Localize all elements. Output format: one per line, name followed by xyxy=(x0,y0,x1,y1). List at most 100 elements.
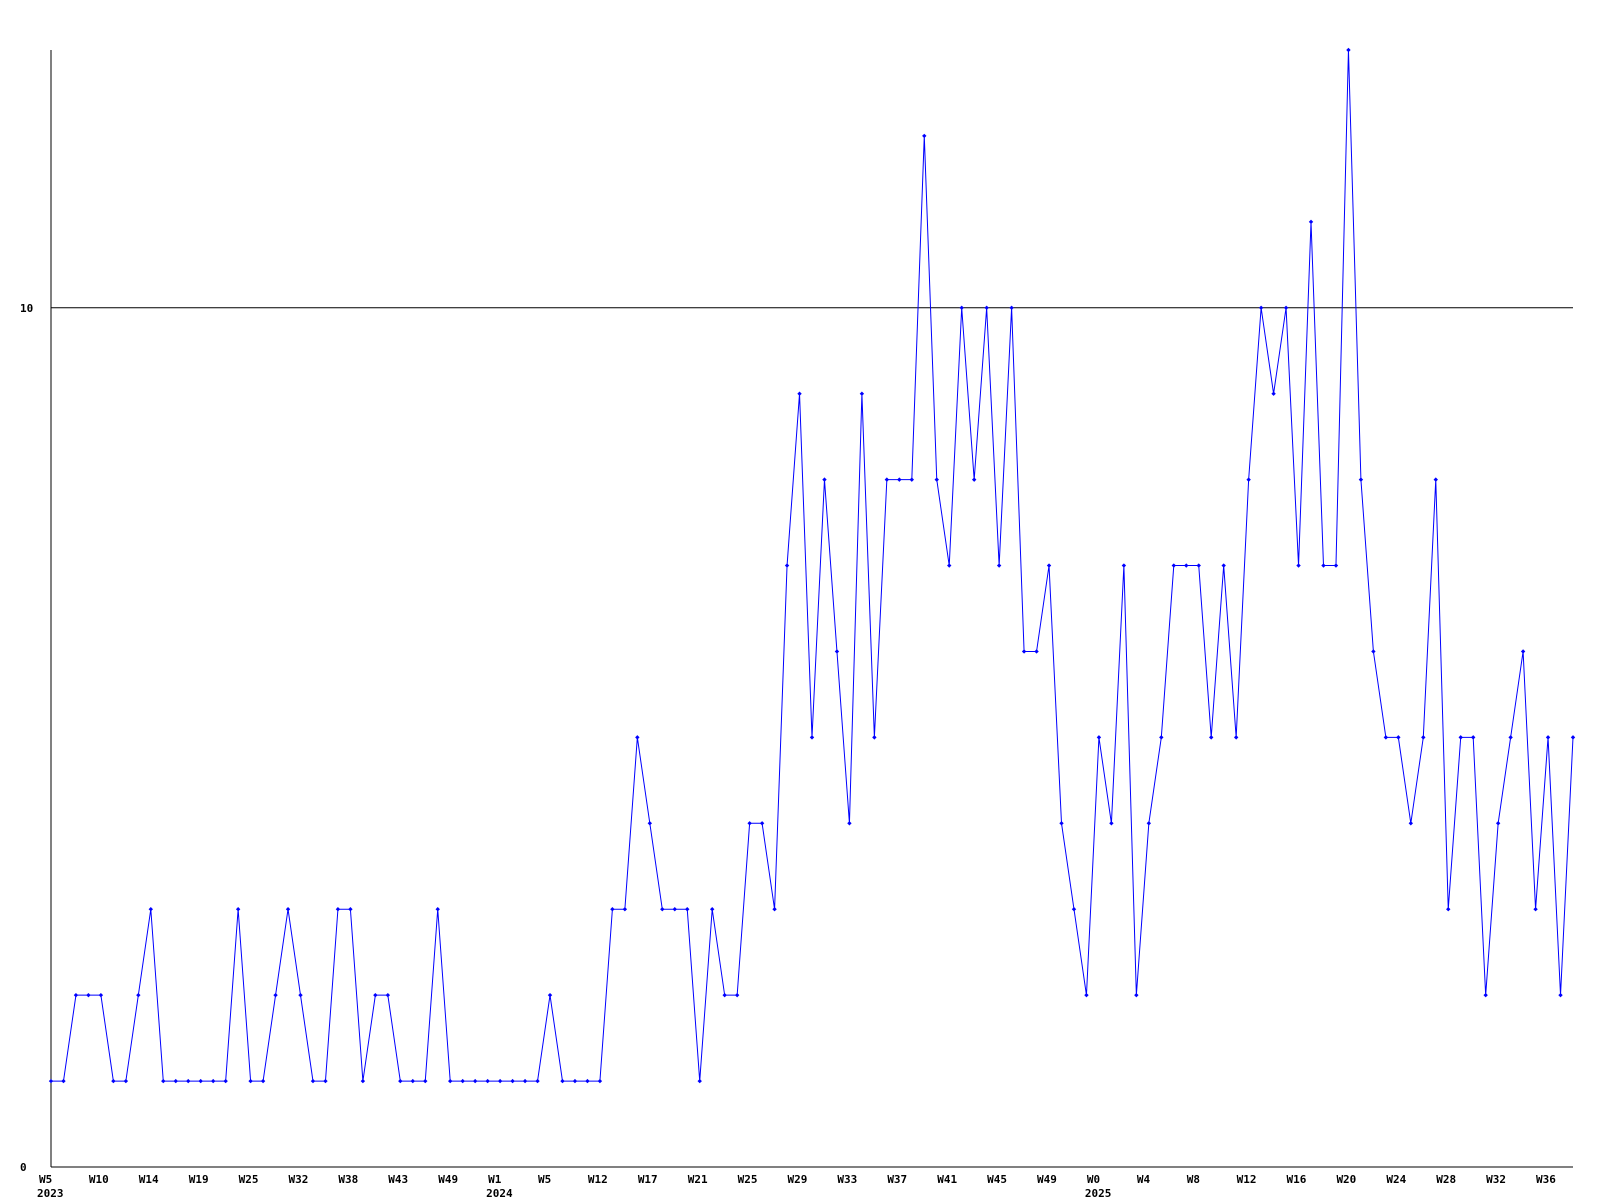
point xyxy=(1084,992,1089,998)
point xyxy=(1046,563,1052,568)
x-tick-label: W33 xyxy=(837,1173,857,1186)
point xyxy=(1545,735,1551,740)
point xyxy=(1071,907,1077,912)
x-tick-label: W20 xyxy=(1336,1173,1356,1186)
point xyxy=(1458,735,1463,740)
x-tick-label: W4 xyxy=(1137,1173,1151,1186)
x-tick-label: W24 xyxy=(1386,1173,1406,1186)
point xyxy=(1408,821,1414,826)
point xyxy=(1433,477,1438,482)
point xyxy=(522,1078,528,1084)
point xyxy=(223,1078,228,1084)
point xyxy=(1134,992,1139,998)
point xyxy=(472,1078,478,1084)
point xyxy=(161,1078,166,1084)
point xyxy=(1333,563,1339,568)
point xyxy=(1146,821,1152,826)
point xyxy=(73,992,79,998)
x-tick-label: W12 xyxy=(588,1173,608,1186)
point xyxy=(410,1078,415,1084)
point xyxy=(198,1078,203,1084)
x-tick-label: W5 2023 xyxy=(37,1173,64,1200)
x-tick-label: W28 xyxy=(1436,1173,1456,1186)
point xyxy=(273,992,278,998)
point xyxy=(1346,47,1351,53)
x-tick-label: W25 xyxy=(738,1173,758,1186)
x-tick-label: W12 xyxy=(1237,1173,1257,1186)
point xyxy=(1383,735,1389,740)
point xyxy=(1508,735,1513,740)
point xyxy=(1171,563,1176,568)
point xyxy=(1520,649,1526,654)
point xyxy=(1283,305,1289,310)
point xyxy=(597,1078,603,1084)
point xyxy=(1470,735,1476,740)
point xyxy=(1421,735,1426,740)
x-tick-label: W36 xyxy=(1536,1173,1556,1186)
x-tick-label: W32 xyxy=(289,1173,309,1186)
point xyxy=(847,821,852,826)
point xyxy=(1233,735,1239,740)
point xyxy=(1483,992,1488,998)
x-tick-label: W1 2024 xyxy=(486,1173,513,1200)
point xyxy=(1109,821,1114,826)
point xyxy=(959,305,964,310)
x-tick-label: W49 xyxy=(1037,1173,1057,1186)
point xyxy=(423,1078,428,1084)
point xyxy=(1446,907,1451,912)
point xyxy=(435,907,440,912)
point xyxy=(984,305,989,310)
point xyxy=(1533,907,1538,912)
point xyxy=(1371,649,1376,654)
x-tick-label: W19 xyxy=(189,1173,209,1186)
point xyxy=(485,1078,490,1084)
point xyxy=(310,1078,316,1084)
point xyxy=(747,821,752,826)
point xyxy=(1034,649,1039,654)
line xyxy=(51,49,1574,1082)
point xyxy=(884,477,890,482)
x-tick-label: W17 xyxy=(638,1173,658,1186)
point xyxy=(98,992,104,998)
point xyxy=(173,1078,178,1084)
point xyxy=(360,1078,366,1084)
x-tick-label: W38 xyxy=(338,1173,358,1186)
point xyxy=(148,907,154,912)
x-tick-label: W43 xyxy=(388,1173,408,1186)
point xyxy=(872,735,877,740)
point xyxy=(1258,305,1264,310)
point xyxy=(136,992,141,998)
point xyxy=(1059,821,1064,826)
point xyxy=(448,1078,453,1084)
x-tick-label: W29 xyxy=(788,1173,808,1186)
point xyxy=(1021,649,1027,654)
point xyxy=(398,1078,403,1084)
point xyxy=(784,563,790,568)
point xyxy=(61,1078,66,1084)
point xyxy=(822,477,827,482)
point xyxy=(323,1078,328,1084)
point xyxy=(697,1078,702,1084)
point xyxy=(971,477,977,482)
point xyxy=(510,1078,515,1084)
point xyxy=(1009,305,1014,310)
point xyxy=(1159,735,1164,740)
point xyxy=(734,992,740,998)
point xyxy=(909,477,915,482)
point xyxy=(996,563,1002,568)
x-tick-label: W45 xyxy=(987,1173,1007,1186)
point xyxy=(123,1078,129,1084)
point xyxy=(535,1078,540,1084)
x-tick-label: W5 xyxy=(538,1173,551,1186)
point xyxy=(260,1078,266,1084)
point xyxy=(497,1078,503,1084)
point xyxy=(210,1078,216,1084)
point xyxy=(48,1078,54,1084)
point xyxy=(111,1078,116,1084)
x-tick-label: W41 xyxy=(937,1173,957,1186)
x-tick-label: W16 xyxy=(1287,1173,1307,1186)
point xyxy=(235,907,241,912)
point xyxy=(460,1078,465,1084)
point xyxy=(772,907,777,912)
